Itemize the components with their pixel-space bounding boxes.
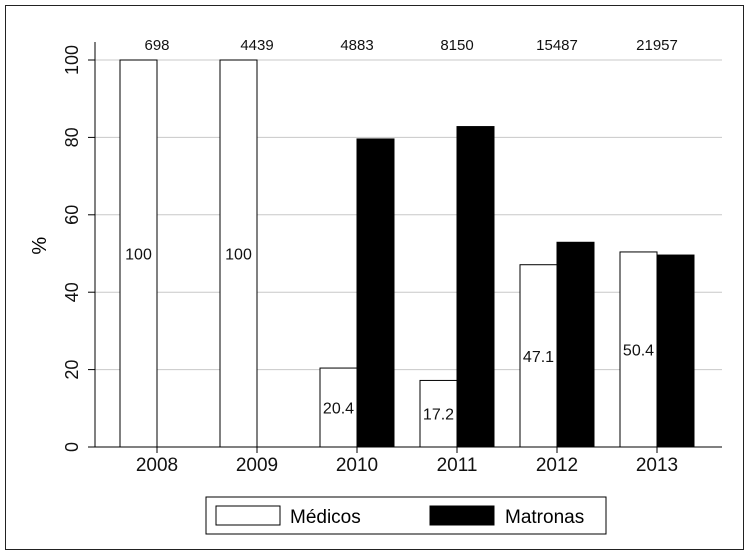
y-tick-label-0: 0 xyxy=(62,442,82,452)
x-tick-label-2010: 2010 xyxy=(336,455,378,476)
data-label-medicos-2009: 100 xyxy=(225,247,252,264)
axes xyxy=(88,42,722,453)
legend-label-matronas: Matronas xyxy=(505,507,584,528)
top-count-2009: 4439 xyxy=(240,37,273,54)
data-label-medicos-2012: 47.1 xyxy=(523,349,554,366)
legend-swatch-medicos xyxy=(215,505,281,526)
legend: Médicos Matronas xyxy=(205,496,607,535)
bar-matronas-2012 xyxy=(556,241,595,448)
legend-box xyxy=(205,496,607,535)
top-count-2010: 4883 xyxy=(340,37,373,54)
data-label-medicos-2008: 100 xyxy=(125,247,152,264)
x-tick-label-2008: 2008 xyxy=(136,455,178,476)
bar-medicos-2009 xyxy=(219,59,258,448)
data-label-medicos-2013: 50.4 xyxy=(623,342,654,359)
y-tick-label-40: 40 xyxy=(62,282,82,302)
bar-medicos-2013 xyxy=(619,251,658,448)
bar-matronas-2011 xyxy=(456,126,495,448)
x-tick-label-2013: 2013 xyxy=(636,455,678,476)
legend-label-medicos: Médicos xyxy=(290,507,361,528)
bar-medicos-2011 xyxy=(419,379,458,448)
y-tick-label-60: 60 xyxy=(62,205,82,225)
y-tick-label-100: 100 xyxy=(62,45,82,75)
bar-matronas-2010 xyxy=(356,138,395,448)
gridlines xyxy=(95,59,722,371)
top-count-2008: 698 xyxy=(144,37,169,54)
y-tick-label-80: 80 xyxy=(62,127,82,147)
bar-matronas-2013 xyxy=(656,254,695,448)
data-label-medicos-2010: 20.4 xyxy=(323,401,354,418)
top-count-2012: 15487 xyxy=(536,37,578,54)
top-count-2011: 8150 xyxy=(440,37,473,54)
y-tick-label-20: 20 xyxy=(62,360,82,380)
legend-swatch-matronas xyxy=(429,505,495,526)
bar-medicos-2012 xyxy=(519,264,558,448)
x-tick-label-2011: 2011 xyxy=(437,455,478,476)
y-axis-title: % xyxy=(29,237,51,255)
labels: 0 20 40 60 80 100 2008 698 100 2009 4439 100 2010 488… xyxy=(62,37,678,476)
x-tick-label-2012: 2012 xyxy=(536,455,578,476)
top-count-2013: 21957 xyxy=(636,37,678,54)
bars xyxy=(119,59,695,448)
x-tick-label-2009: 2009 xyxy=(236,455,278,476)
data-label-medicos-2011: 17.2 xyxy=(423,407,454,424)
